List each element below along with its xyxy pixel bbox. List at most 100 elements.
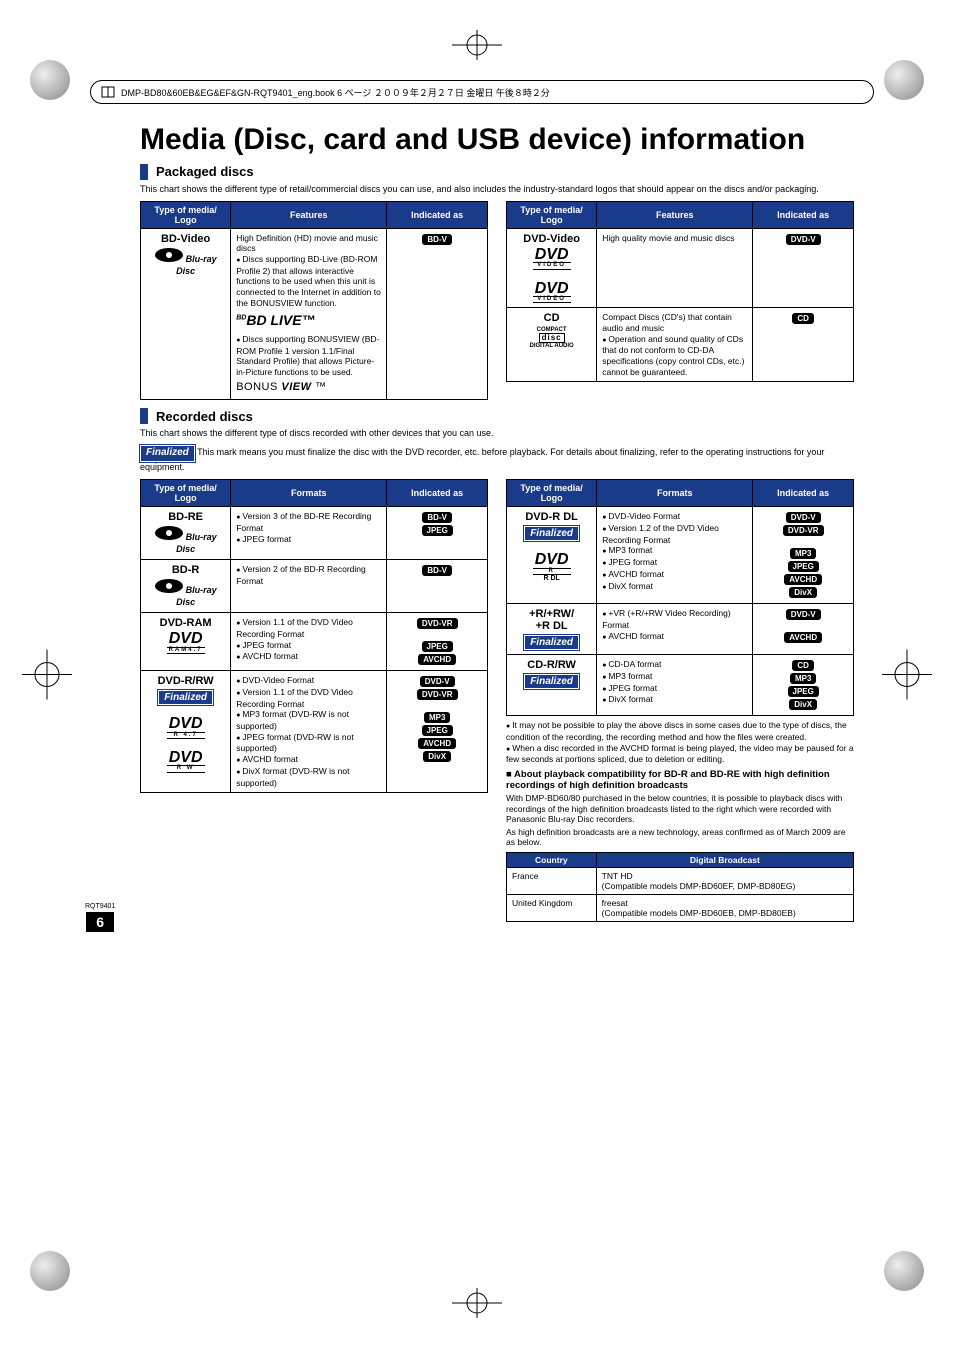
finalized-tag: Finalized: [158, 690, 213, 705]
bluray-disc-icon: [155, 248, 183, 262]
th-indicated: Indicated as: [387, 201, 488, 228]
format-item: Version 1.1 of the DVD Video Recording F…: [236, 687, 381, 709]
section-title: Packaged discs: [156, 164, 254, 179]
recorded-tables: Type of media/ Logo Formats Indicated as…: [140, 479, 854, 922]
finalized-tag: Finalized: [524, 674, 579, 689]
recorded-table-right: Type of media/ Logo Formats Indicated as…: [506, 479, 854, 716]
indicator-badge: AVCHD: [784, 574, 822, 585]
format-item: Version 1.2 of the DVD Video Recording F…: [602, 523, 747, 545]
th-type: Type of media/ Logo: [507, 201, 597, 228]
crop-mark-top: [452, 30, 502, 63]
indicator-badge: BD-V: [422, 234, 452, 245]
indicator-badge: DVD-V: [786, 234, 821, 245]
indicator-badge: JPEG: [788, 561, 819, 572]
format-item: MP3 format: [602, 545, 747, 557]
country-table: Country Digital Broadcast France TNT HD …: [506, 852, 854, 922]
packaged-intro: This chart shows the different type of r…: [140, 184, 854, 195]
indicator-badge: DivX: [789, 699, 817, 710]
th-indicated: Indicated as: [753, 201, 854, 228]
table-row: DVD-R/RW Finalized DVDR 4.7 DVDR W DVD-V…: [141, 671, 488, 793]
th-type: Type of media/ Logo: [141, 201, 231, 228]
indicator-badge: BD-V: [422, 565, 452, 576]
feature-bullet: Discs supporting BD-Live (BD-ROM Profile…: [236, 254, 381, 308]
note-item: When a disc recorded in the AVCHD format…: [506, 743, 854, 765]
packaged-tables: Type of media/ Logo Features Indicated a…: [140, 201, 854, 400]
format-item: Version 2 of the BD-R Recording Format: [236, 564, 381, 586]
format-item: MP3 format (DVD-RW is not supported): [236, 709, 381, 731]
th-broadcast: Digital Broadcast: [596, 853, 853, 868]
table-row: France TNT HD (Compatible models DMP-BD6…: [507, 868, 854, 895]
finalized-tag: Finalized: [140, 445, 195, 462]
packaged-table-left: Type of media/ Logo Features Indicated a…: [140, 201, 488, 400]
format-item: JPEG format: [602, 557, 747, 569]
recorded-intro: This chart shows the different type of d…: [140, 428, 854, 439]
media-type: BD-RE: [146, 511, 225, 523]
format-item: DVD-Video Format: [236, 675, 381, 687]
indicator-badge: DivX: [789, 587, 817, 598]
book-info-header: DMP-BD80&60EB&EG&EF&GN-RQT9401_eng.book …: [90, 80, 874, 104]
feature-prefix: High Definition (HD) movie and music dis…: [236, 233, 378, 254]
page-number: 6: [86, 912, 114, 932]
format-item: CD-DA format: [602, 659, 747, 671]
indicator-badge: BD-V: [422, 512, 452, 523]
dvd-logo: DVDR 4.7: [146, 717, 225, 739]
th-type: Type of media/ Logo: [141, 480, 231, 507]
broadcast-cell: TNT HD (Compatible models DMP-BD60EF, DM…: [596, 868, 853, 895]
format-item: JPEG format: [602, 683, 747, 695]
indicator-badge: DivX: [423, 751, 451, 762]
crop-mark-bottom: [452, 1288, 502, 1321]
feature-bullet: Operation and sound quality of CDs that …: [602, 334, 747, 378]
bluray-logo-text: Blu-ray Disc: [176, 532, 217, 554]
indicator-badge: AVCHD: [418, 654, 456, 665]
format-item: JPEG format: [236, 534, 381, 546]
section-bar: [140, 408, 148, 424]
indicator-badge: MP3: [424, 712, 450, 723]
finalized-note: Finalized This mark means you must final…: [140, 445, 854, 473]
indicator-badge: AVCHD: [784, 632, 822, 643]
table-row: BD-RE Blu-ray Disc Version 3 of the BD-R…: [141, 507, 488, 560]
compat-heading: About playback compatibility for BD-R an…: [506, 769, 854, 791]
format-item: DVD-Video Format: [602, 511, 747, 523]
finalized-tag: Finalized: [524, 635, 579, 650]
page: DMP-BD80&60EB&EG&EF&GN-RQT9401_eng.book …: [0, 0, 954, 1351]
feature-bullet: Discs supporting BONUSVIEW (BD-ROM Profi…: [236, 334, 381, 378]
format-item: AVCHD format: [236, 651, 381, 663]
media-type: CD: [512, 312, 591, 324]
th-country: Country: [507, 853, 597, 868]
bluray-logo-text: Blu-ray Disc: [176, 585, 217, 607]
format-item: Version 3 of the BD-RE Recording Format: [236, 511, 381, 533]
cd-logo: COMPACT disc DIGITAL AUDIO: [512, 327, 591, 349]
compat-text: As high definition broadcasts are a new …: [506, 827, 854, 848]
indicator-badge: CD: [792, 660, 814, 671]
broadcast-cell: freesat (Compatible models DMP-BD60EB, D…: [596, 895, 853, 922]
media-type: +R/+RW/ +R DL: [512, 608, 591, 632]
page-number-box: RQT9401 6: [85, 903, 115, 932]
media-type: BD-Video: [146, 233, 225, 245]
indicator-badge: JPEG: [788, 686, 819, 697]
format-item: JPEG format (DVD-RW is not supported): [236, 732, 381, 754]
media-type: DVD-Video: [512, 233, 591, 245]
feature-prefix: High quality movie and music discs: [602, 233, 734, 243]
indicator-badge: DVD-V: [420, 676, 455, 687]
registration-circle: [30, 1251, 70, 1291]
notes-list: It may not be possible to play the above…: [506, 720, 854, 765]
dvd-logo: DVDVIDEO: [512, 248, 591, 270]
media-type: DVD-R/RW: [146, 675, 225, 687]
table-row: BD-R Blu-ray Disc Version 2 of the BD-R …: [141, 560, 488, 613]
rqt-code: RQT9401: [85, 903, 115, 910]
bd-live-logo: BDBD LIVE™: [236, 312, 381, 330]
crop-mark-left: [22, 649, 72, 702]
book-icon: [101, 85, 115, 99]
dvd-logo: DVDRAM4.7: [146, 632, 225, 654]
indicator-badge: JPEG: [422, 725, 453, 736]
table-row: CD COMPACT disc DIGITAL AUDIO Compact Di…: [507, 308, 854, 382]
note-item: It may not be possible to play the above…: [506, 720, 854, 742]
registration-circle: [30, 60, 70, 100]
bluray-disc-icon: [155, 526, 183, 540]
recorded-table-left: Type of media/ Logo Formats Indicated as…: [140, 479, 488, 793]
indicator-badge: MP3: [790, 673, 816, 684]
packaged-table-right: Type of media/ Logo Features Indicated a…: [506, 201, 854, 382]
registration-circle: [884, 60, 924, 100]
section-header-packaged: Packaged discs: [140, 164, 854, 180]
section-bar: [140, 164, 148, 180]
